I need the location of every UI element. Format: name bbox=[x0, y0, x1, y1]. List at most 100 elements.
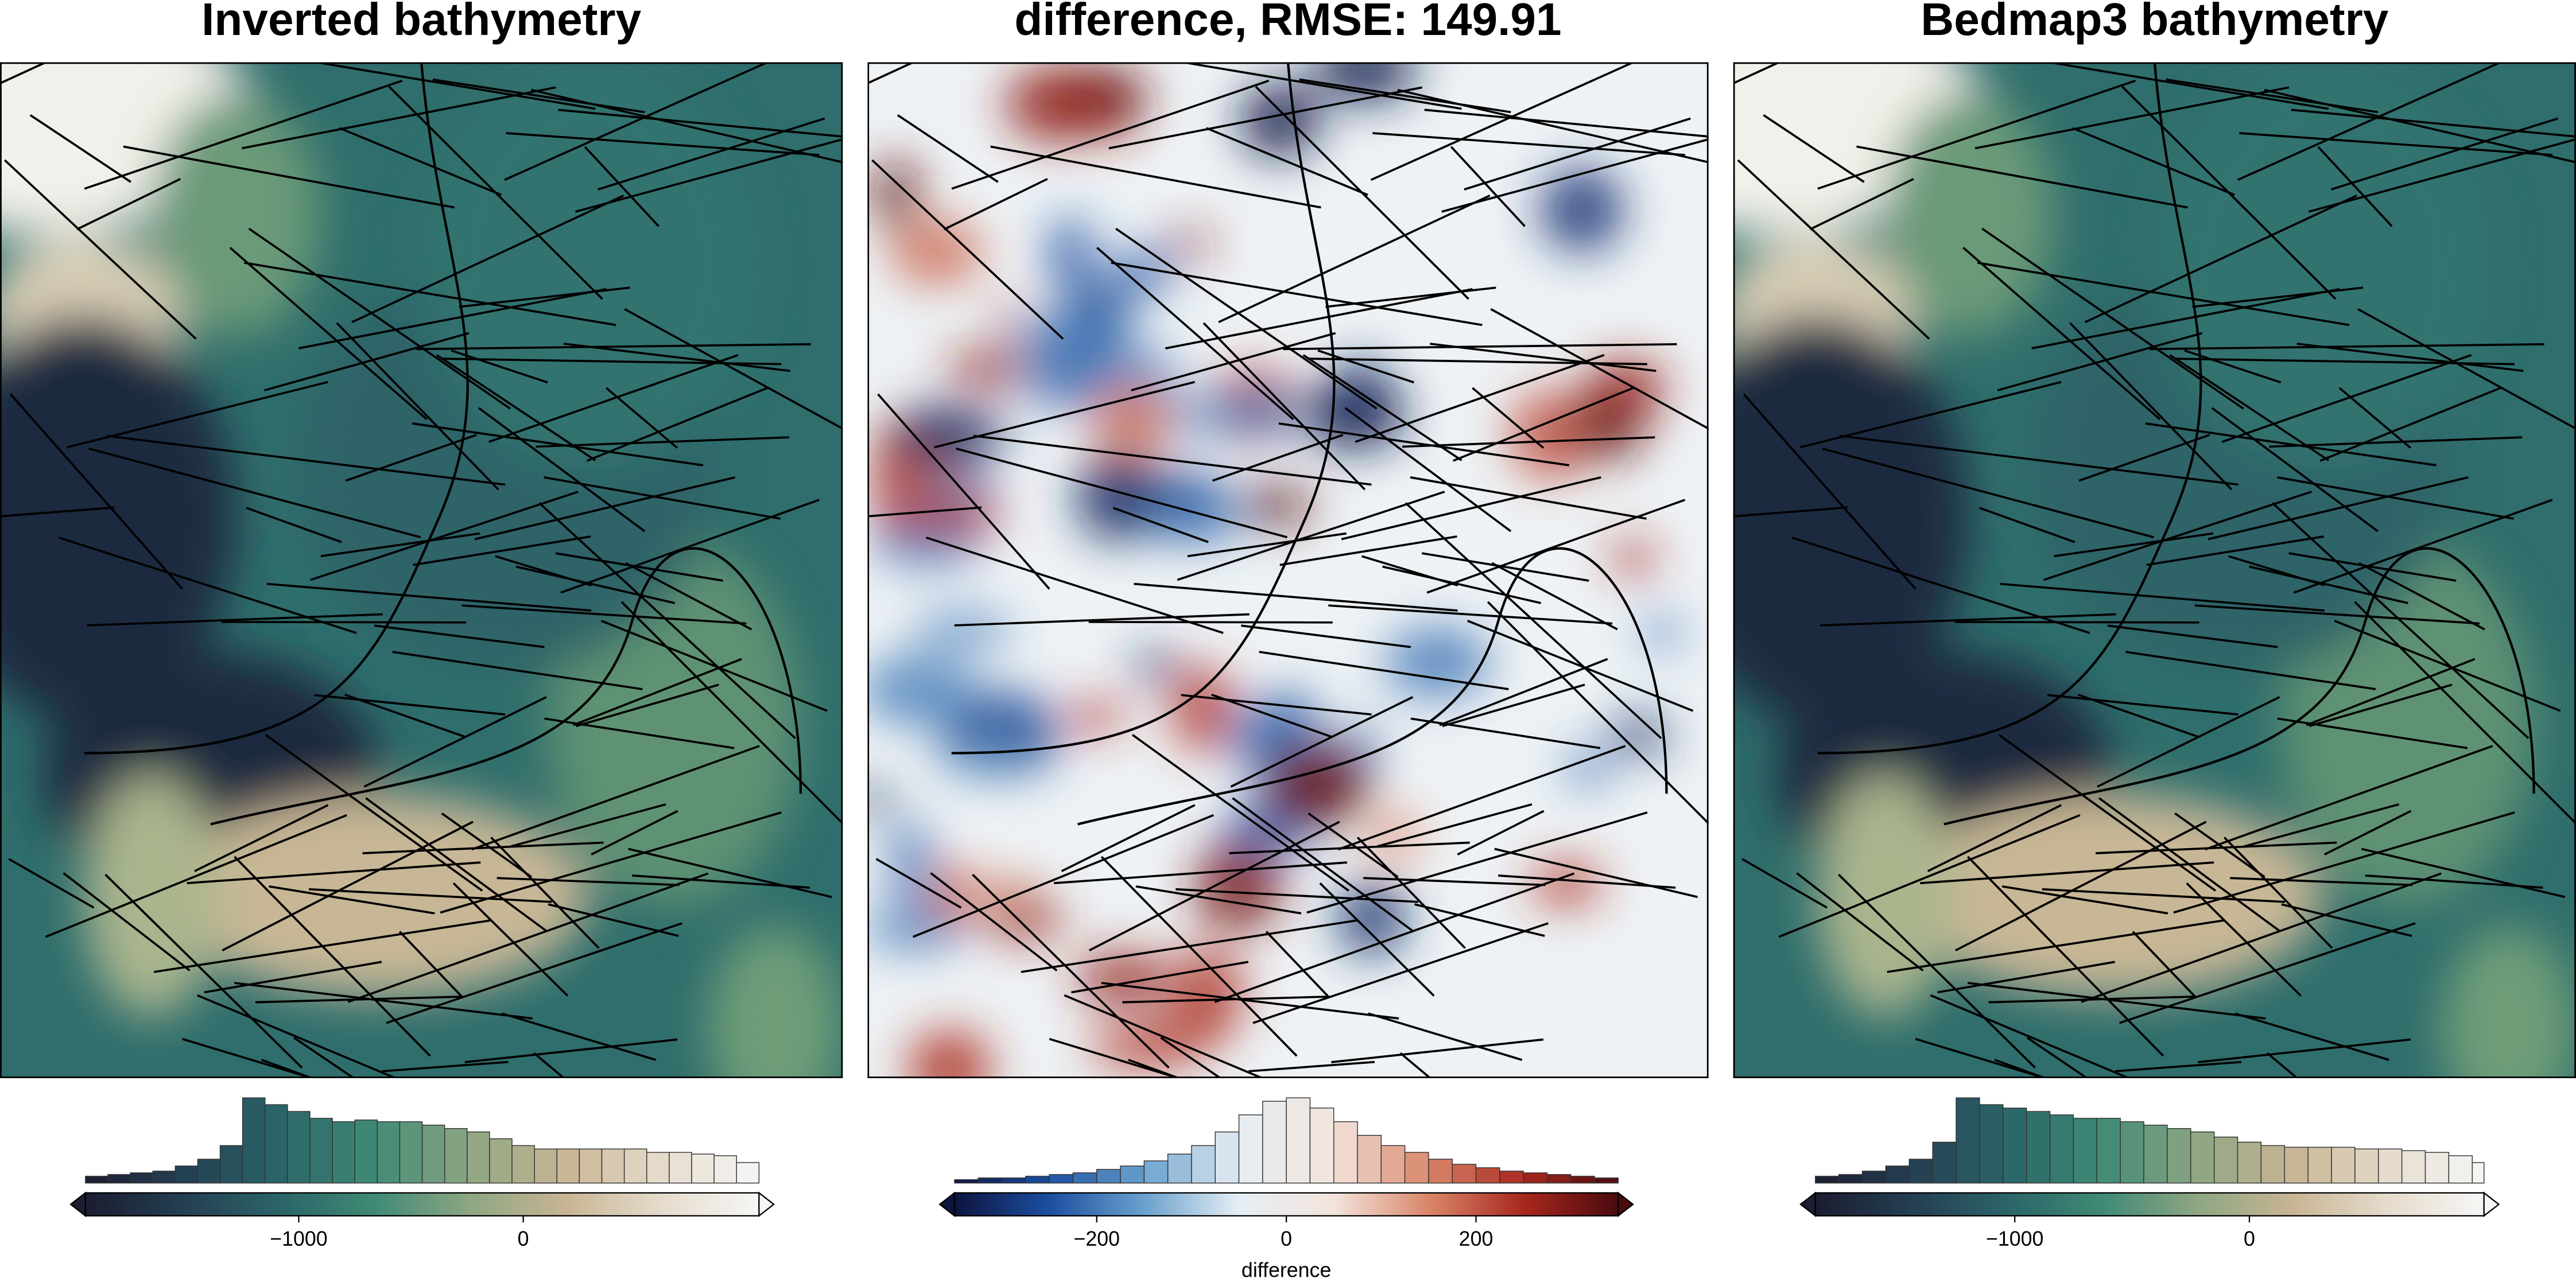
histogram-bar bbox=[197, 1158, 221, 1184]
flight-line bbox=[2317, 146, 2393, 227]
flight-line bbox=[625, 562, 752, 631]
shade bbox=[1384, 627, 1490, 698]
flight-line bbox=[930, 872, 1058, 971]
flight-line bbox=[2132, 931, 2196, 998]
flight-line bbox=[2098, 797, 2280, 932]
flight-line bbox=[2228, 555, 2325, 587]
flight-line bbox=[2107, 624, 2278, 648]
shade bbox=[1076, 952, 1170, 1004]
shade bbox=[1171, 947, 1243, 1039]
flight-line bbox=[471, 745, 760, 851]
flight-line bbox=[345, 434, 477, 482]
flight-line bbox=[1306, 811, 1648, 914]
shade bbox=[1019, 382, 1123, 406]
flight-line bbox=[2269, 436, 2523, 448]
histogram-bar bbox=[354, 1119, 378, 1184]
flight-line bbox=[495, 555, 592, 587]
flight-line bbox=[560, 499, 820, 594]
flight-line bbox=[1414, 903, 1545, 937]
x-tick-label: −200 bbox=[1073, 1227, 1120, 1250]
flight-line bbox=[1214, 872, 1575, 1003]
map-shading bbox=[0, 62, 843, 1079]
flight-line bbox=[392, 651, 643, 690]
shade bbox=[1343, 356, 1382, 430]
flight-line bbox=[88, 448, 421, 539]
flight-line bbox=[2237, 62, 2504, 181]
flight-line bbox=[386, 922, 683, 1024]
flight-line bbox=[1453, 387, 1634, 462]
flight-line bbox=[1430, 343, 1656, 372]
flight-line bbox=[620, 601, 843, 825]
histogram-bar bbox=[1546, 1174, 1572, 1184]
flight-line bbox=[2186, 882, 2302, 997]
histogram-bar bbox=[2026, 1111, 2051, 1184]
flight-line bbox=[436, 354, 596, 461]
flight-line bbox=[374, 624, 545, 648]
flight-line bbox=[2234, 1012, 2389, 1061]
shade bbox=[1022, 309, 1134, 386]
flight-line bbox=[229, 247, 428, 421]
histogram-bar bbox=[534, 1148, 558, 1184]
flight-line bbox=[1737, 159, 1930, 340]
flight-line bbox=[2096, 841, 2337, 854]
panel-title: Inverted bathymetry bbox=[201, 0, 641, 45]
flight-line bbox=[1252, 922, 1549, 1024]
flight-line bbox=[951, 79, 1270, 190]
coastline bbox=[1817, 62, 2535, 826]
flight-line bbox=[1399, 1052, 1432, 1079]
flight-line bbox=[1061, 804, 1196, 872]
histogram-bar bbox=[1262, 1101, 1287, 1184]
flight-line bbox=[363, 696, 547, 788]
flight-lines bbox=[867, 62, 1709, 1079]
flight-line bbox=[2081, 872, 2442, 1003]
map bbox=[0, 62, 843, 1079]
flight-line bbox=[1915, 1037, 2045, 1079]
flight-line bbox=[533, 1052, 566, 1079]
histogram-bar bbox=[2401, 1150, 2426, 1184]
flight-line bbox=[600, 620, 828, 712]
map bbox=[867, 62, 1709, 1079]
histogram-bar bbox=[1979, 1104, 2004, 1184]
flight-line bbox=[1979, 507, 2075, 543]
histogram-bar bbox=[1143, 1160, 1169, 1184]
shade bbox=[1166, 231, 1213, 256]
flight-line bbox=[2198, 1038, 2411, 1063]
flight-line bbox=[1490, 308, 1709, 430]
flight-line bbox=[1344, 407, 1512, 532]
colorbar-extend-low bbox=[1799, 1191, 1816, 1218]
flight-line bbox=[2000, 582, 2325, 612]
histogram-bar bbox=[1001, 1177, 1026, 1184]
flight-line bbox=[2026, 1036, 2089, 1079]
map-frame bbox=[1733, 62, 2576, 1079]
flight-line bbox=[234, 856, 431, 1057]
flight-line bbox=[1376, 803, 1533, 847]
flight-lines bbox=[1733, 62, 2576, 1079]
histogram-bar bbox=[669, 1152, 692, 1184]
histogram-bar bbox=[2378, 1148, 2403, 1184]
flight-line bbox=[1049, 1037, 1178, 1079]
histogram-bar bbox=[1499, 1171, 1524, 1184]
shade bbox=[1049, 216, 1092, 292]
flight-line bbox=[2097, 696, 2280, 788]
flight-line bbox=[63, 872, 191, 971]
flight-line bbox=[1733, 62, 1782, 84]
histogram-bar bbox=[377, 1121, 401, 1184]
flight-line bbox=[2306, 658, 2476, 726]
flight-line bbox=[1131, 332, 1336, 392]
histogram-bar bbox=[1357, 1134, 1382, 1184]
flight-line bbox=[1187, 62, 1462, 110]
shade bbox=[890, 821, 931, 908]
flight-line bbox=[488, 353, 739, 443]
flight-line bbox=[1839, 434, 2239, 486]
histogram-bar bbox=[2284, 1146, 2309, 1184]
flight-line bbox=[0, 62, 49, 84]
flight-line bbox=[336, 322, 499, 491]
histogram-bar bbox=[977, 1177, 1003, 1184]
flight-line bbox=[1988, 996, 2196, 1004]
flight-line bbox=[1441, 138, 1709, 213]
flight-line bbox=[2174, 812, 2265, 878]
flight-line bbox=[2230, 877, 2413, 887]
flight-line bbox=[563, 343, 790, 372]
flight-line bbox=[1920, 861, 2214, 884]
flight-line bbox=[2291, 108, 2576, 138]
